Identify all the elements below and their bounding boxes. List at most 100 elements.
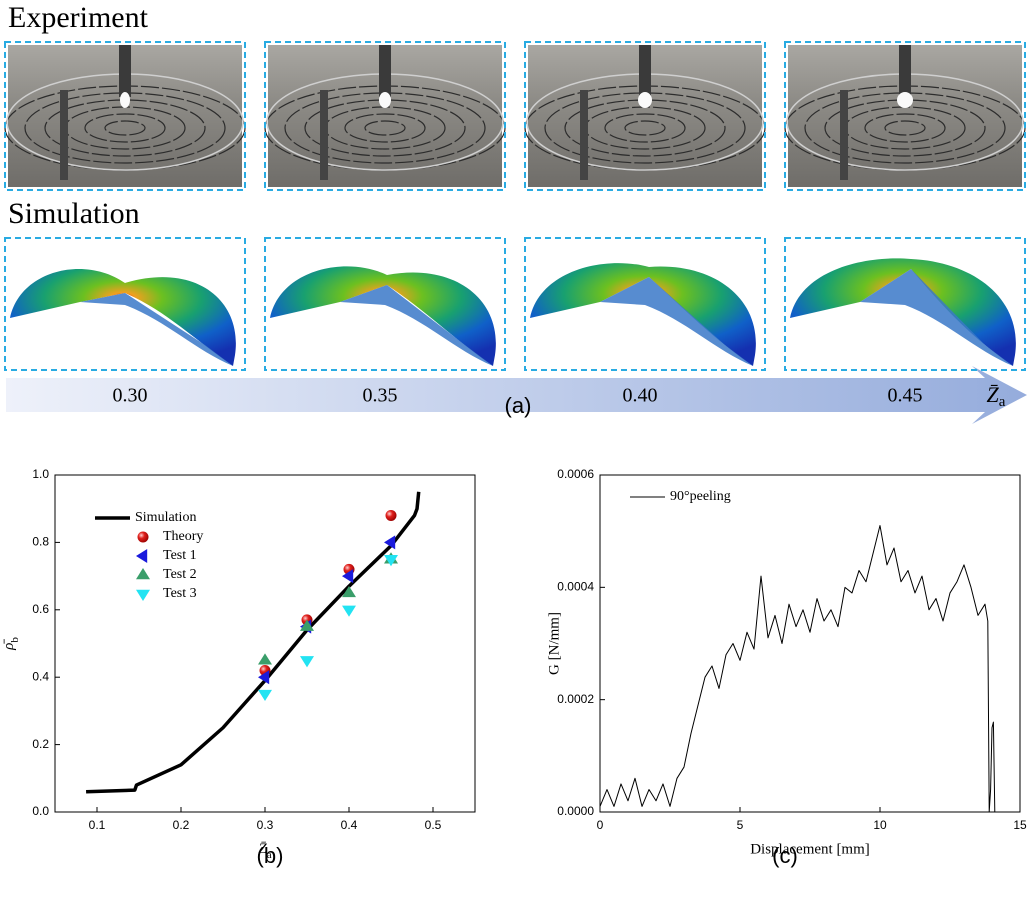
sim-box [524,237,766,371]
arrow-value: 0.35 [363,385,398,407]
y-tick-label: 1.0 [32,467,49,481]
photo-ring [344,113,426,143]
photo-box [784,41,1026,191]
label-sub: b [9,637,21,643]
photo-rod [379,45,391,97]
x-tick-label: 5 [737,818,744,832]
axis-label: ρ̄b [1,637,20,651]
photo-ring [864,113,946,143]
y-tick-label: 0.8 [32,535,49,549]
point [258,670,270,685]
row-title: Simulation [8,197,140,230]
photo-light [897,92,913,108]
photo-ring [104,120,146,136]
photo-ring [624,120,666,136]
point [342,569,354,584]
photo-post [320,90,328,180]
y-tick-label: 0.0002 [557,692,594,706]
point [300,619,314,631]
legend-label: Test 3 [163,586,197,601]
photo-box [524,41,766,191]
legend-label: Simulation [135,510,196,525]
y-tick-label: 0.4 [32,669,49,683]
legend-label: Theory [163,529,203,544]
sim-cut [600,277,753,366]
arrow-axis-label: Z̄a [987,382,1006,410]
x-tick-label: 0.5 [425,818,442,832]
legend-swatch [137,531,149,543]
photo-light [638,92,652,108]
point [384,555,398,567]
photo-post [60,90,68,180]
y-tick-label: 0.2 [32,737,49,751]
y-tick-label: 0.0 [32,804,49,818]
sim-box [264,237,506,371]
photo-box [4,41,246,191]
sim-cut [80,293,233,366]
axis-label: G [N/mm] [546,612,562,675]
panel-label: (c) [772,843,798,868]
sim-surface [790,258,1016,366]
parameter-arrow [6,366,1027,424]
point [258,689,272,702]
point [342,585,356,598]
photo-ring [884,120,926,136]
y-tick-label: 0.6 [32,602,49,616]
x-tick-label: 0.2 [173,818,190,832]
x-tick-label: 0.4 [341,818,358,832]
arrow-value: 0.45 [888,385,923,407]
arrow-value: 0.40 [623,385,658,407]
x-tick-label: 15 [1013,818,1027,832]
point [342,605,356,617]
photo-post [580,90,588,180]
photo-ring [364,120,406,136]
plot-frame [599,474,1021,813]
sim-box [4,237,246,371]
x-tick-label: 0 [597,818,604,832]
label-main: Z̄ [987,382,1000,407]
legend-label: Test 1 [163,548,197,563]
sim-surface [530,263,756,366]
axis-label: Z̄a [258,841,271,860]
label-sub: a [999,394,1006,410]
series-line [86,491,421,794]
legend-swatch [136,549,148,563]
photo-rod [119,45,131,97]
y-tick-label: 0.0000 [557,804,594,818]
row-title: Experiment [8,1,149,34]
x-tick-label: 0.3 [257,818,274,832]
plot-frame [54,474,476,813]
photo-ring [604,113,686,143]
label-sub: a [267,849,272,861]
x-tick-label: 0.1 [89,818,106,832]
legend-swatch [136,589,150,601]
panel-label: (a) [505,393,532,418]
sim-box [784,237,1026,371]
point [258,653,272,665]
sim-surface [10,268,236,366]
photo-box [264,41,506,191]
photo-light [120,92,130,108]
legend-swatch [136,568,150,580]
y-tick-label: 0.0006 [557,467,594,481]
legend-label: Test 2 [163,567,197,582]
point [385,509,397,521]
photo-light [379,92,391,108]
photo-ring [84,113,166,143]
y-tick-label: 0.0004 [557,580,594,594]
sim-surface [270,266,496,366]
point [300,656,314,668]
photo-post [840,90,848,180]
legend-label: 90°peeling [670,489,731,504]
sim-cut [340,285,493,366]
photo-rod [639,45,651,97]
series-line [599,525,996,813]
sim-cut [860,269,1013,366]
x-tick-label: 10 [873,818,887,832]
point [384,535,396,550]
panel-label: (b) [257,843,284,868]
photo-rod [899,45,911,97]
arrow-value: 0.30 [113,385,148,407]
